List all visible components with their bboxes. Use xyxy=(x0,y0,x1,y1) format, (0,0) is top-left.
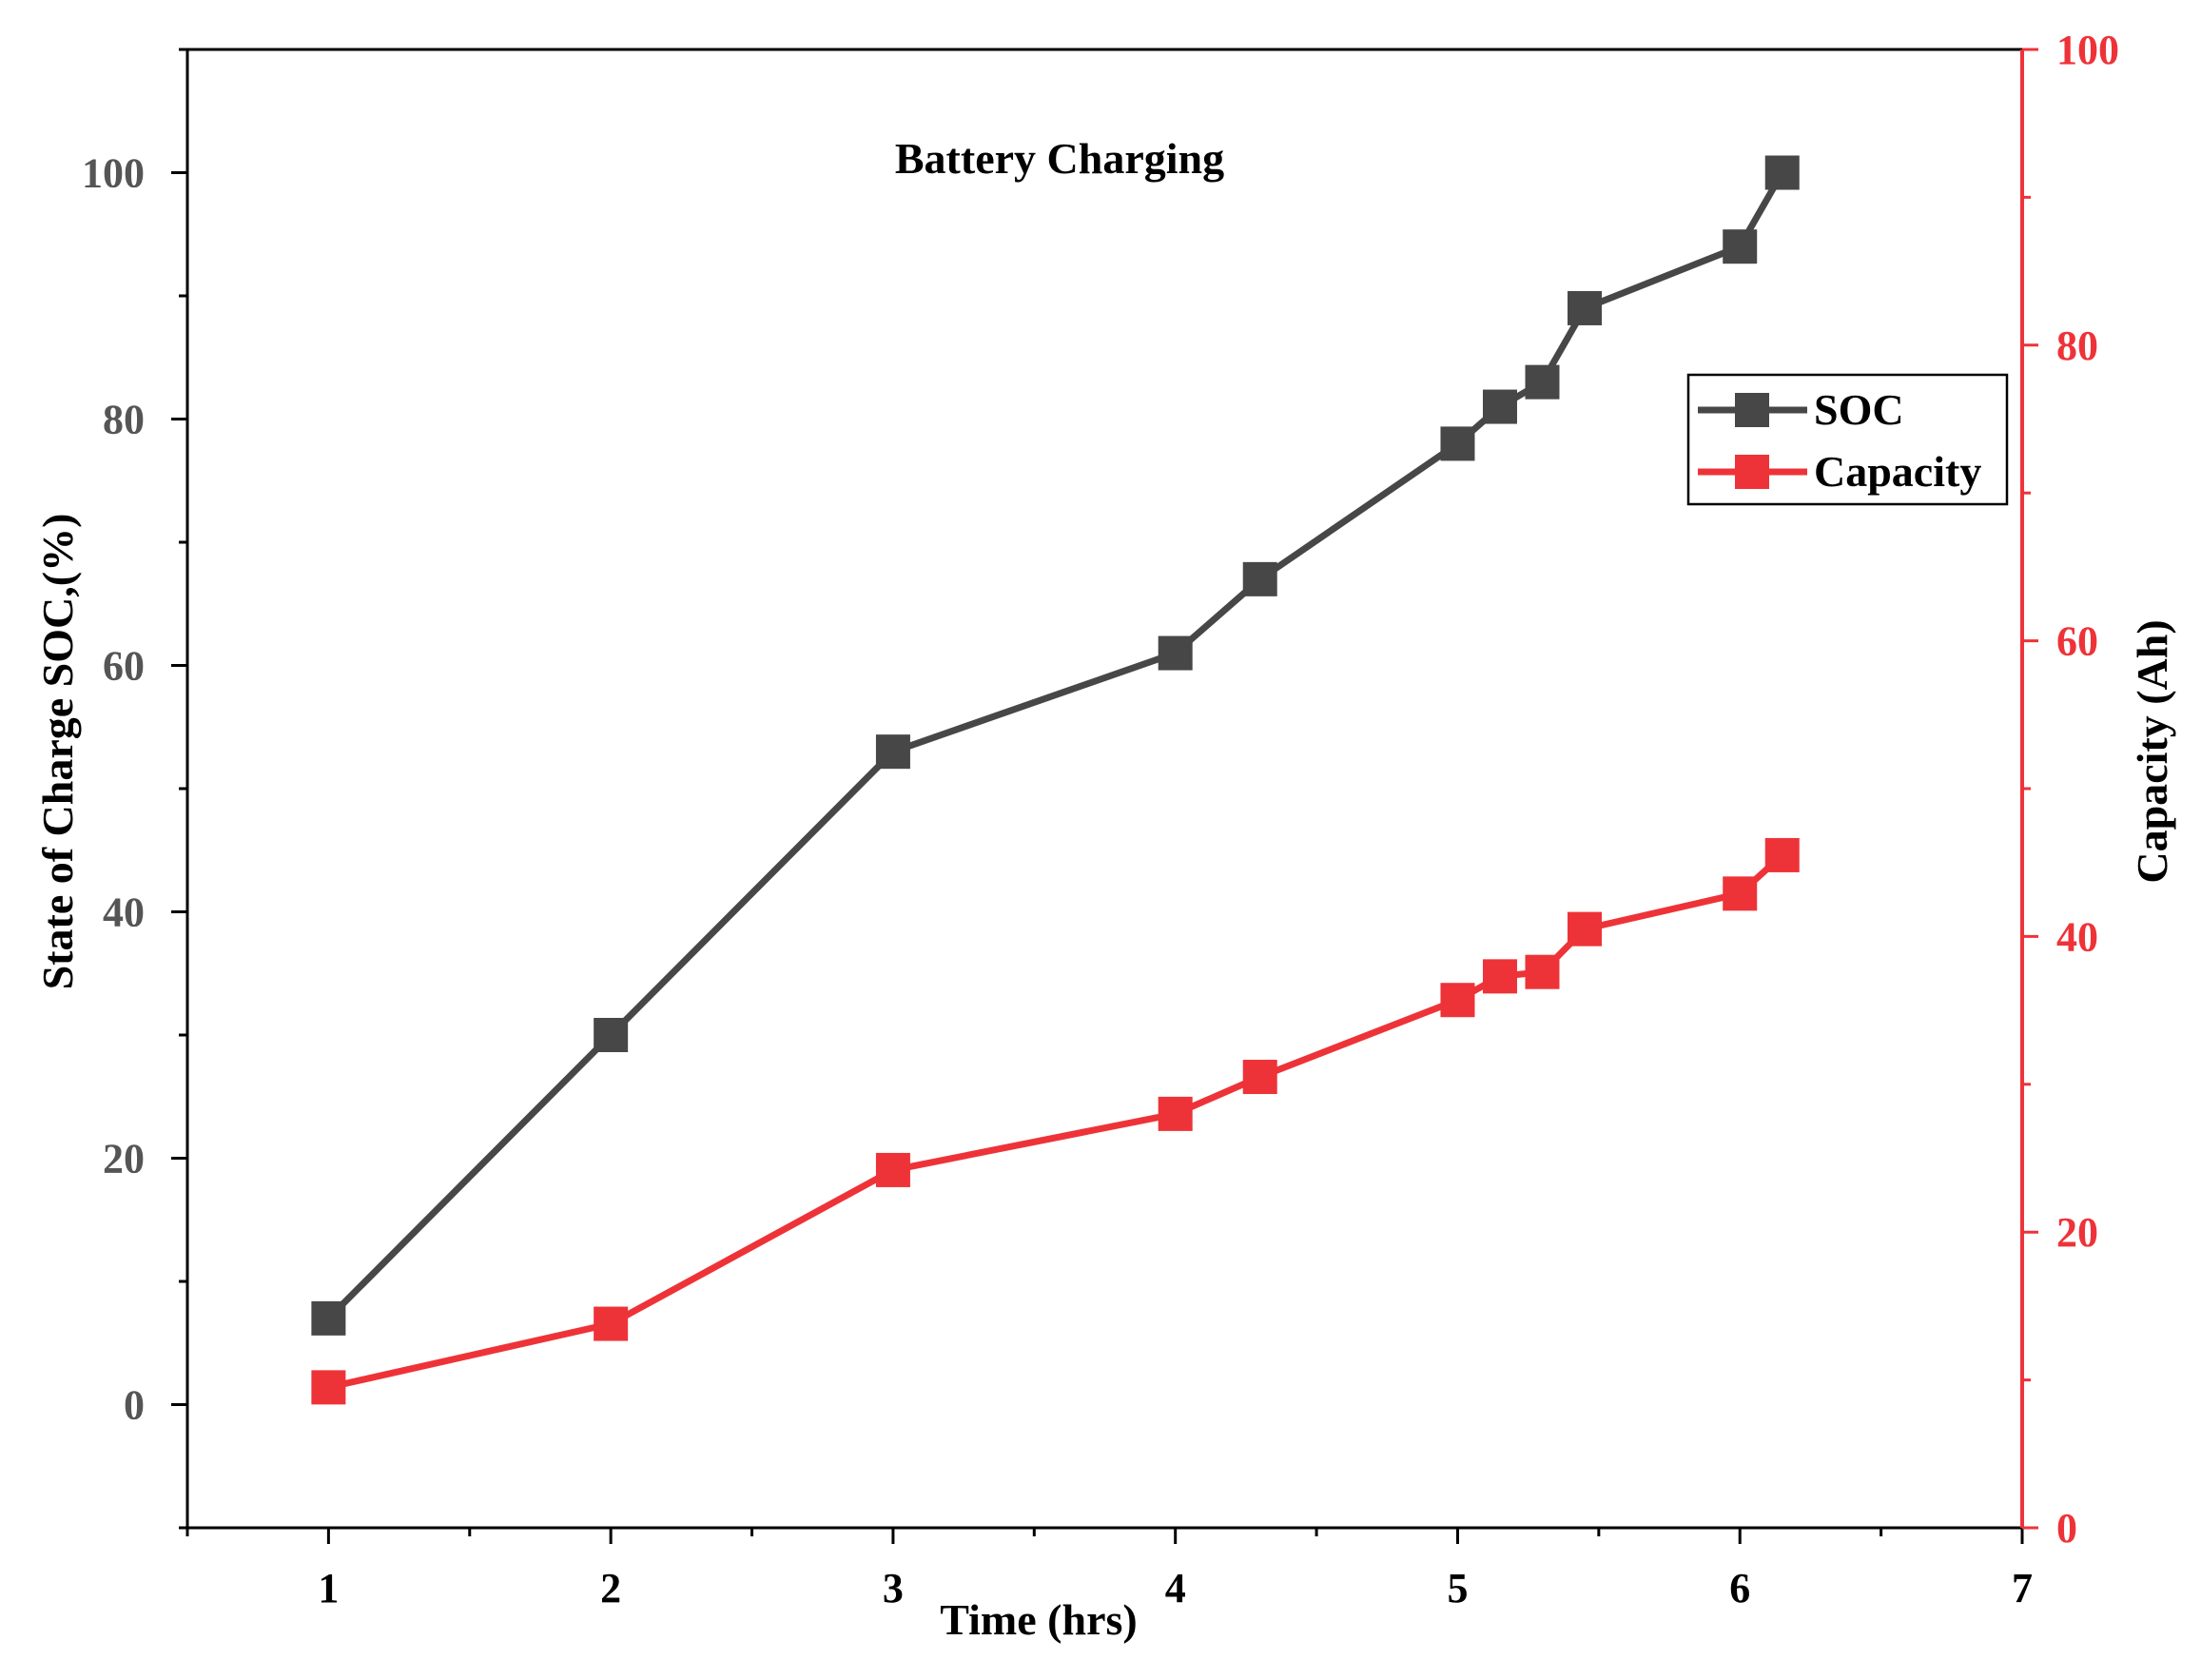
soc-point xyxy=(1568,290,1603,325)
x-tick-label: 7 xyxy=(2012,1565,2033,1612)
y2-tick-label: 40 xyxy=(2056,913,2098,960)
capacity-point xyxy=(1242,1060,1277,1095)
x-tick-label: 5 xyxy=(1447,1565,1468,1612)
soc-point xyxy=(1482,389,1517,424)
capacity-point xyxy=(594,1306,629,1341)
x-tick-label: 4 xyxy=(1165,1565,1186,1612)
legend-capacity-label: Capacity xyxy=(1814,447,1981,496)
x-tick-label: 1 xyxy=(318,1565,339,1612)
soc-point xyxy=(875,734,910,770)
soc-point xyxy=(1242,561,1277,596)
y-tick-label: 100 xyxy=(82,150,145,197)
y-tick-label: 0 xyxy=(124,1382,145,1429)
soc-point xyxy=(1440,426,1475,461)
capacity-point xyxy=(1723,876,1758,911)
y-tick-label: 80 xyxy=(103,397,145,443)
x-tick-label: 3 xyxy=(883,1565,904,1612)
soc-point xyxy=(1158,635,1193,671)
legend: SOC Capacity xyxy=(1686,373,2009,506)
legend-soc-marker xyxy=(1735,393,1769,427)
y-tick-label: 60 xyxy=(103,643,145,690)
capacity-point xyxy=(1158,1096,1193,1131)
y-axis-label: State of Charge SOC,(%) xyxy=(33,514,82,990)
capacity-point xyxy=(1568,911,1603,947)
y2-tick-label: 80 xyxy=(2056,322,2098,369)
y2-tick-label: 0 xyxy=(2056,1505,2077,1552)
capacity-point xyxy=(1764,837,1800,872)
x-tick-label: 2 xyxy=(600,1565,621,1612)
soc-point xyxy=(311,1300,346,1336)
capacity-point xyxy=(311,1370,346,1405)
legend-soc-label: SOC xyxy=(1814,385,1904,434)
soc-point xyxy=(1723,229,1758,264)
capacity-point xyxy=(1525,954,1560,989)
soc-point xyxy=(1764,155,1800,190)
capacity-point xyxy=(875,1152,910,1187)
capacity-point xyxy=(1482,959,1517,994)
x-tick-label: 6 xyxy=(1729,1565,1750,1612)
y-tick-label: 20 xyxy=(103,1136,145,1182)
chart-title: Battery Charging xyxy=(895,134,1224,183)
soc-point xyxy=(1525,364,1560,400)
y-tick-label: 40 xyxy=(103,889,145,936)
legend-capacity-marker xyxy=(1735,455,1769,489)
y2-axis-label: Capacity (Ah) xyxy=(2128,619,2176,883)
capacity-point xyxy=(1440,983,1475,1018)
soc-point xyxy=(594,1018,629,1052)
y2-tick-label: 60 xyxy=(2056,618,2098,665)
x-axis-label: Time (hrs) xyxy=(940,1595,1137,1644)
y2-tick-label: 100 xyxy=(2056,27,2119,73)
y2-tick-label: 20 xyxy=(2056,1209,2098,1256)
